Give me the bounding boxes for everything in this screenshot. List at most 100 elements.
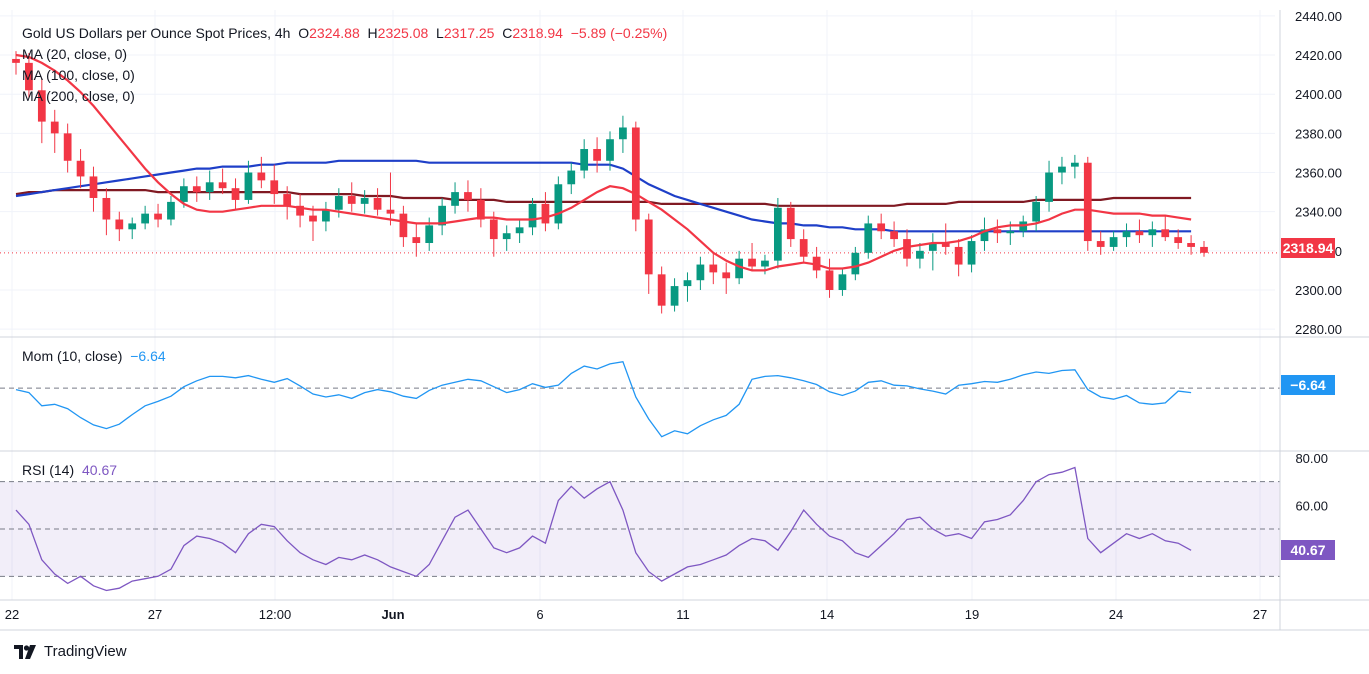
time-tick-label: 27 [148,607,162,622]
candle-body [864,223,873,253]
time-tick-label: 24 [1109,607,1123,622]
candle [722,262,731,294]
candle [1161,215,1170,242]
time-tick-label: 11 [676,607,690,622]
candle [593,137,601,173]
open-value: 2324.88 [309,25,360,41]
close-label: C [502,25,513,41]
candle-body [192,186,201,193]
candle-body [270,180,279,195]
candle-body [425,225,434,244]
candle [154,203,162,228]
candle [541,192,550,232]
candle-body [825,270,834,291]
candle [580,139,589,179]
candle-body [1122,231,1131,238]
candle-body [386,209,395,214]
candle [670,278,679,312]
candle-body [476,199,485,220]
candle-body [580,149,589,171]
candle [890,221,898,247]
candle-body [683,280,692,287]
candle [528,197,537,236]
ma200-legend[interactable]: MA (200, close, 0) [22,88,135,104]
candle-body [1174,237,1183,244]
candle [1135,219,1144,244]
symbol-title: Gold US Dollars per Ounce Spot Prices, 4… [22,25,291,41]
candle [928,233,937,271]
low-label: L [436,25,444,41]
rsi-value: 40.67 [82,462,118,478]
candle [812,246,821,279]
candle-body [1200,246,1208,253]
ohlc-values: O2324.88 H2325.08 L2317.25 C2318.94 −5.8… [294,25,667,41]
candle-body [63,133,72,161]
candle-body [1161,229,1170,238]
candle [102,188,111,236]
candle [464,180,472,212]
candle-body [464,192,472,200]
candle-body [528,203,537,228]
candle-body [322,209,330,222]
candle [1070,154,1079,179]
candle [941,223,950,255]
candle [696,256,705,291]
candle [244,160,253,204]
candle [877,213,886,240]
candle-body [218,182,227,189]
candle-body [231,188,240,200]
ma200-line [15,189,1192,207]
candle [141,205,150,230]
candle-body [967,241,976,265]
tradingview-logo[interactable]: TradingView [14,643,127,660]
ma20-legend[interactable]: MA (20, close, 0) [22,46,128,62]
candle-body [799,239,808,257]
candle [967,235,976,273]
candle [1058,156,1066,185]
candle [567,162,576,195]
candle [709,252,718,285]
candle [786,201,795,247]
time-tick-label: 6 [536,607,543,622]
candle-body [916,250,924,259]
close-value: 2318.94 [512,25,563,41]
candle-body [657,274,666,306]
candle [554,176,563,230]
rsi-pane: 80.00 60.00 [0,451,1328,592]
candle-body [735,258,744,279]
candle-body [1083,162,1092,242]
candle [360,190,369,214]
pane-dividers [0,10,1369,631]
price-tick-label: 2300.00 [1295,283,1342,298]
time-tick-label: 19 [965,607,979,622]
ma100-legend[interactable]: MA (100, close, 0) [22,67,135,83]
momentum-tag: −6.64 [1281,375,1335,395]
low-value: 2317.25 [443,25,495,41]
rsi-legend[interactable]: RSI (14) 40.67 [22,461,117,479]
momentum-line [15,360,1192,438]
candle [347,182,356,212]
price-tick-label: 2400.00 [1295,87,1342,102]
candle [322,201,330,232]
tradingview-brand: TradingView [44,643,127,660]
candle [606,131,614,171]
momentum-legend[interactable]: Mom (10, close) −6.64 [22,347,166,365]
candle [283,186,292,220]
candle-body [980,229,989,242]
candle-body [1032,201,1041,222]
price-tick-label: 2440.00 [1295,9,1342,24]
candle-body [954,246,963,265]
candle-body [412,237,421,244]
candle-body [941,243,950,247]
candle [25,53,33,99]
candle-body [722,272,731,279]
candle-body [1109,237,1118,247]
candle-body [567,170,576,185]
rsi-tick-label: 60.00 [1295,498,1328,513]
candle [386,172,395,226]
candle-body [244,172,253,200]
candle [205,170,214,200]
candle [1174,229,1183,249]
time-tick-label: 12:00 [259,607,292,622]
